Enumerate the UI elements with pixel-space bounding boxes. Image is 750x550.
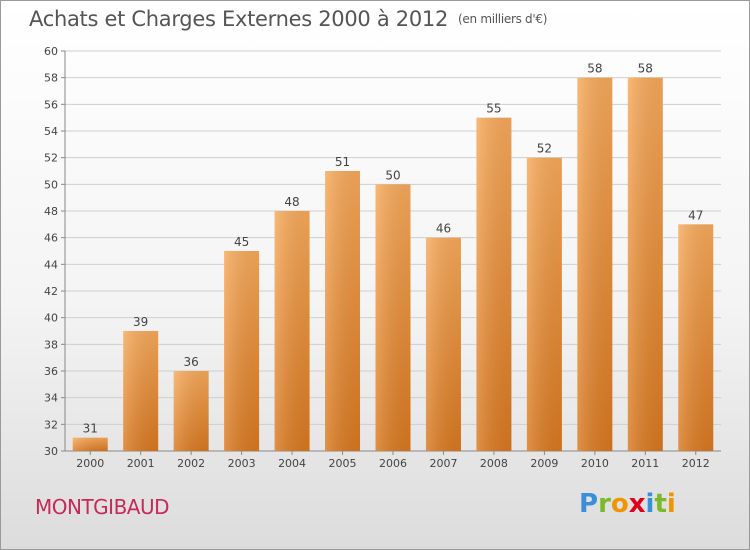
bar-shade [72,437,108,451]
x-tick-label: 2009 [530,457,558,470]
x-tick-label: 2007 [429,457,457,470]
y-tick-label: 30 [44,445,58,458]
data-label: 31 [83,422,98,436]
bar-shade [173,371,209,451]
logo-letter: x [628,489,646,519]
x-tick-label: 2006 [379,457,407,470]
data-label: 55 [486,102,501,116]
data-label: 45 [234,235,249,249]
x-tick-label: 2003 [228,457,256,470]
bar-shade [325,171,361,451]
data-label: 39 [133,315,148,329]
y-tick-label: 50 [44,178,58,191]
y-tick-label: 40 [44,312,58,325]
logo-letter: t [654,489,667,519]
bar-shade [577,77,613,452]
data-label: 48 [284,195,299,209]
data-label: 58 [587,62,602,76]
y-tick-label: 36 [44,365,58,378]
y-tick-label: 52 [44,152,58,165]
x-tick-label: 2004 [278,457,306,470]
data-label: 50 [385,168,400,182]
x-tick-label: 2002 [177,457,205,470]
chart-unit: (en milliers d'€) [458,12,548,26]
bar-shade [123,331,159,451]
x-tick-label: 2005 [329,457,357,470]
bar-shade [375,184,411,452]
y-tick-label: 60 [44,45,58,58]
bar-shade [678,224,714,451]
y-tick-label: 46 [44,232,58,245]
data-label: 58 [638,62,653,76]
chart-title: Achats et Charges Externes 2000 à 2012 (e… [29,7,547,31]
y-tick-label: 42 [44,285,58,298]
bar-shade [425,237,461,451]
x-tick-label: 2011 [631,457,659,470]
commune-name: MONTGIBAUD [35,495,170,519]
x-tick-label: 2010 [581,457,609,470]
y-tick-label: 32 [44,418,58,431]
bar-shade [476,117,512,452]
data-label: 47 [688,208,703,222]
y-tick-label: 54 [44,125,58,138]
proxiti-logo: Proxiti [579,489,676,519]
x-tick-label: 2000 [76,457,104,470]
y-tick-label: 44 [44,258,58,271]
bar-shade [627,77,663,452]
data-label: 36 [184,355,199,369]
logo-letter: P [579,489,599,519]
data-label: 51 [335,155,350,169]
y-tick-label: 34 [44,392,58,405]
data-label: 52 [537,142,552,156]
bar-shade [526,157,562,451]
x-tick-label: 2012 [682,457,710,470]
bar-shade [274,211,310,451]
y-tick-label: 48 [44,205,58,218]
y-tick-label: 58 [44,72,58,85]
logo-letter: i [666,489,676,519]
x-tick-label: 2001 [127,457,155,470]
y-tick-label: 56 [44,98,58,111]
x-tick-label: 2008 [480,457,508,470]
logo-letter: i [645,489,655,519]
logo-letter: r [598,489,611,519]
bar-shade [224,251,260,451]
data-label: 46 [436,222,451,236]
logo-letter: o [610,489,629,519]
chart-title-text: Achats et Charges Externes 2000 à 2012 [29,7,449,31]
y-tick-label: 38 [44,338,58,351]
